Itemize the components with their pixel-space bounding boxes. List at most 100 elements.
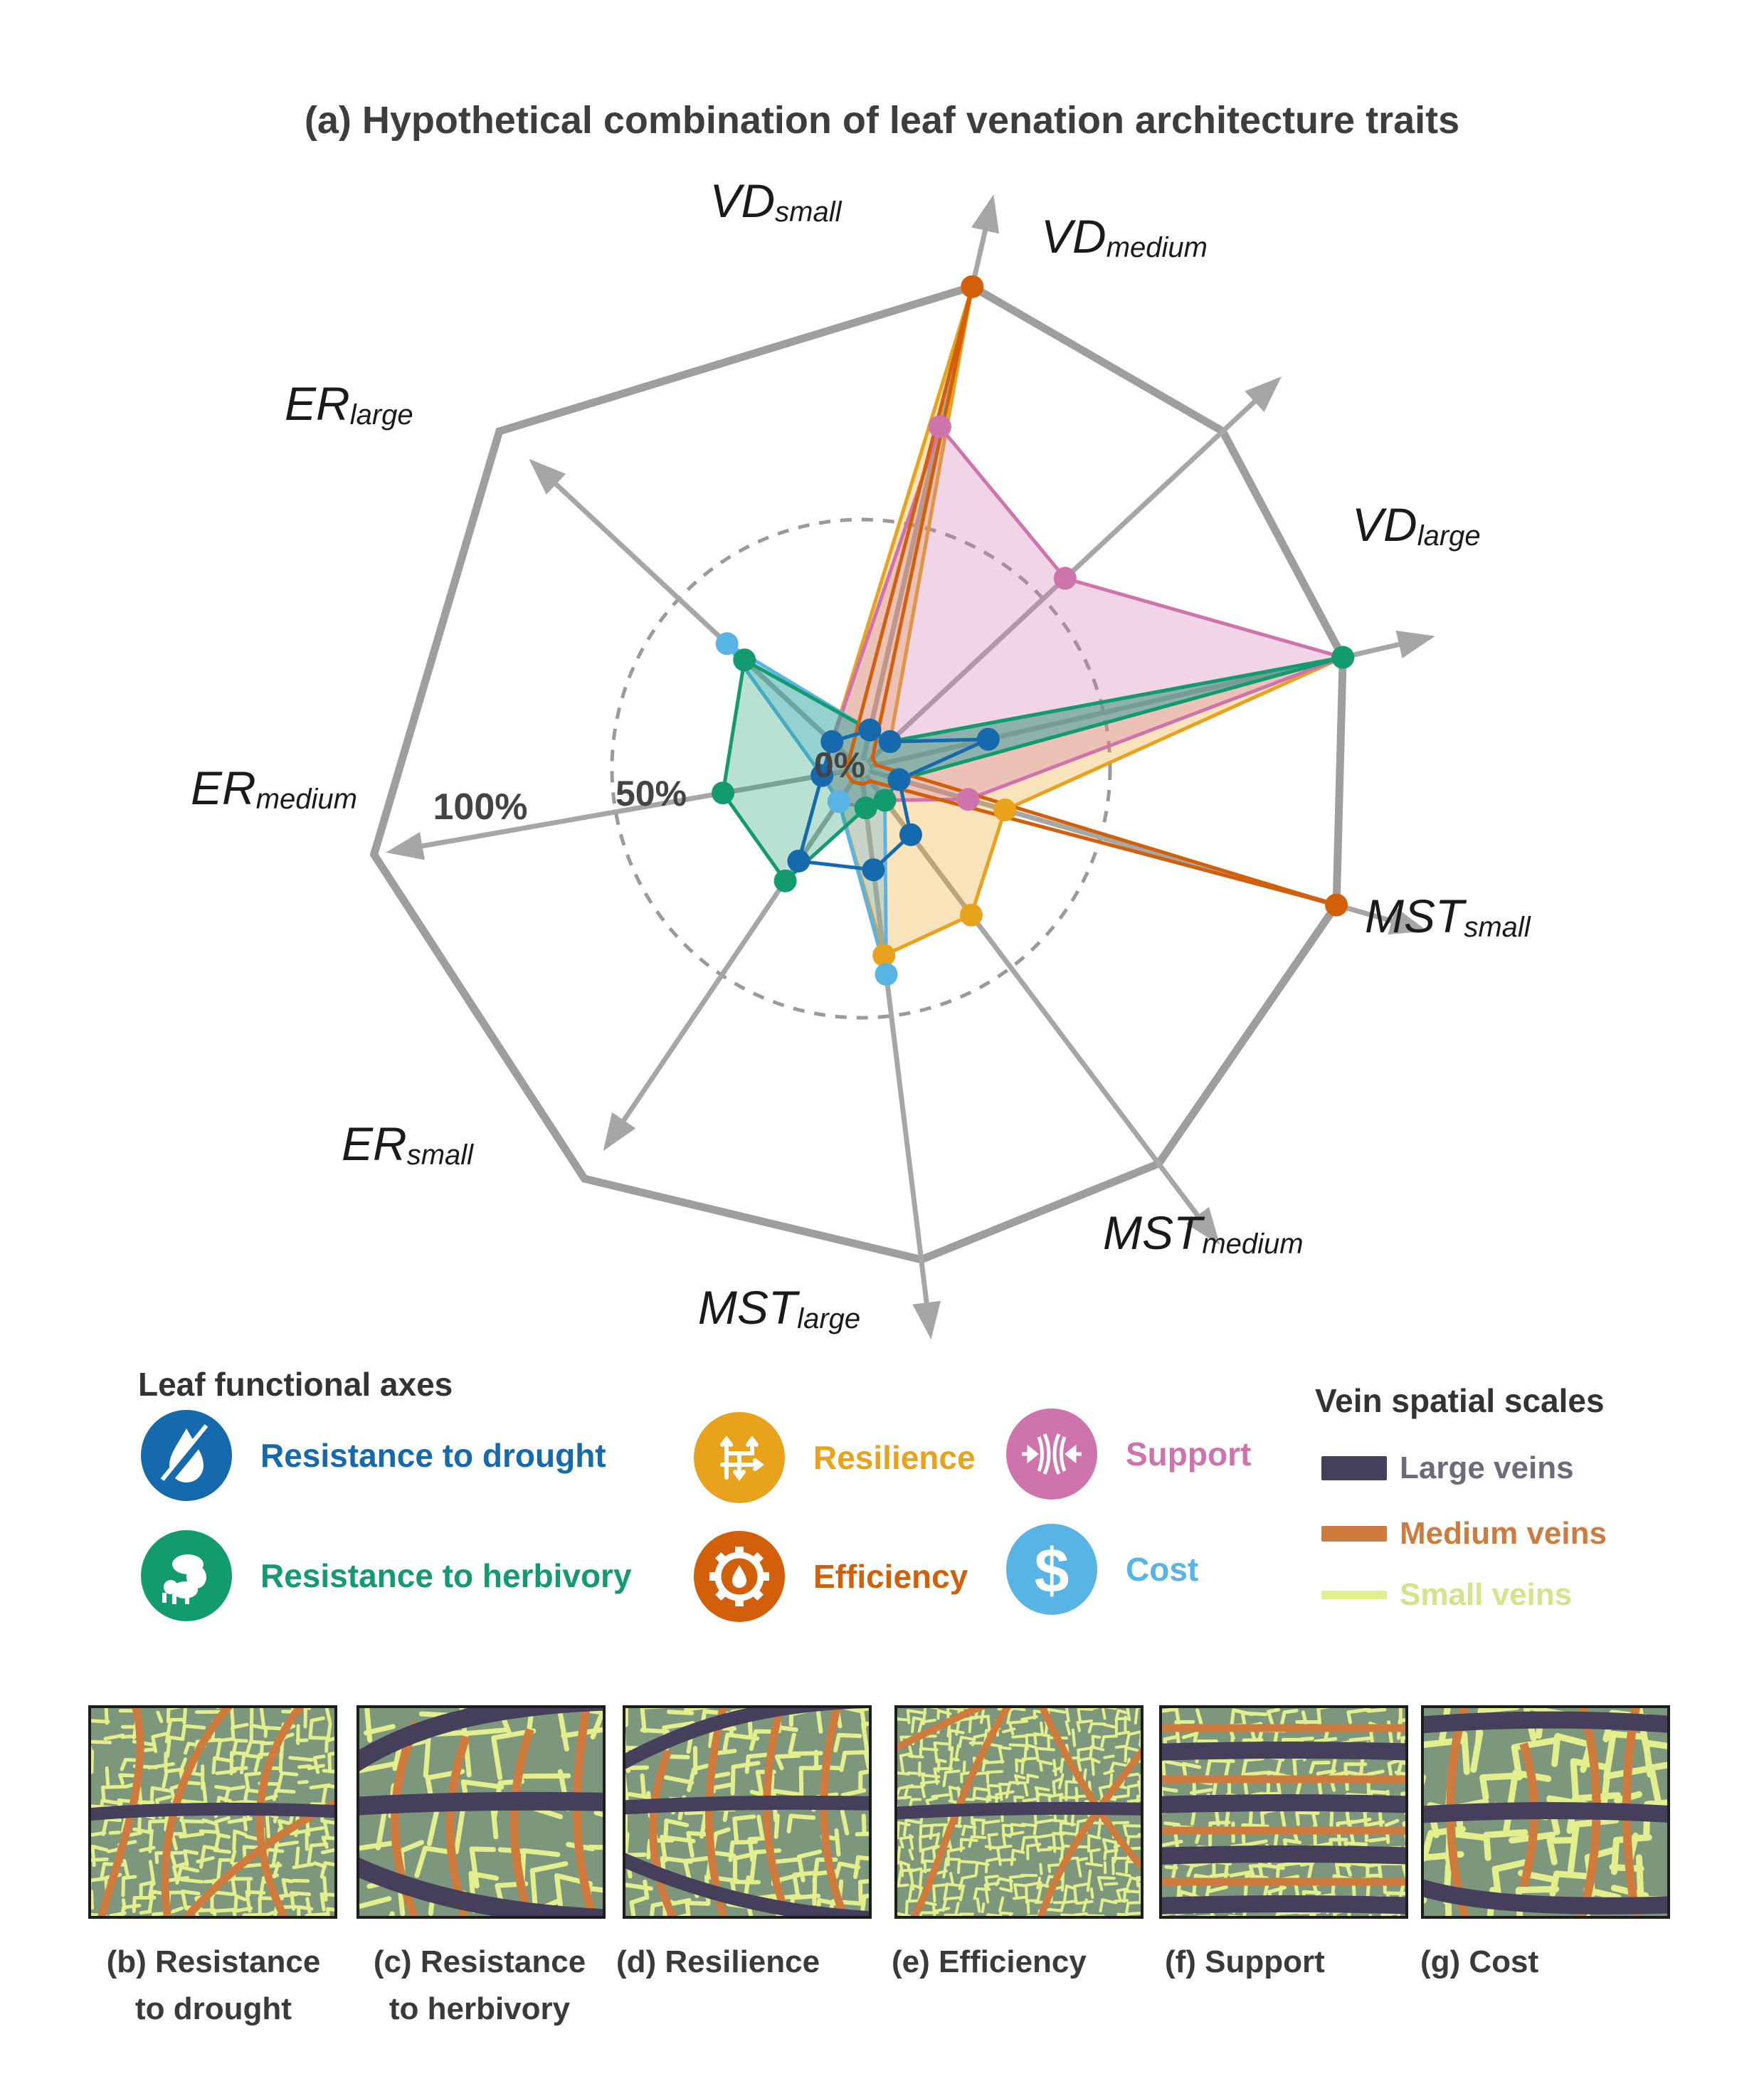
ring-label-2: 100%: [433, 786, 528, 828]
medium-vein: [910, 1708, 1011, 1916]
medium-vein: [820, 1708, 848, 1916]
venation-drawing-f: [1162, 1708, 1405, 1916]
axis-label-4: MSTmedium: [1103, 1206, 1304, 1260]
series-point-5-2: [976, 727, 1000, 751]
series-point-1-0: [928, 415, 951, 438]
resilience-icon: [694, 1412, 785, 1503]
legend-item-efficiency: Efficiency: [694, 1531, 968, 1622]
medium-vein: [1039, 1708, 1141, 1871]
functional-axes-heading: Leaf functional axes: [138, 1366, 453, 1403]
axis-arrow-6: [603, 1112, 636, 1152]
large-vein: [625, 1795, 869, 1815]
series-point-3-8: [733, 648, 756, 672]
support-icon: [1006, 1408, 1097, 1500]
herbivory-icon: [141, 1530, 232, 1621]
ring-label-1: 50%: [616, 774, 687, 813]
panel-resilience: [623, 1705, 872, 1919]
series-point-3-2: [1331, 646, 1355, 669]
axis-arrow-3: [1388, 907, 1427, 935]
large-vein: [625, 1853, 869, 1916]
series-point-0-5: [872, 944, 896, 967]
series-point-2-8: [715, 632, 739, 655]
large-vein: [1424, 1879, 1667, 1914]
drought-icon: [141, 1410, 232, 1501]
vein-scales-heading: Vein spatial scales: [1315, 1382, 1605, 1419]
caption-d-line1: (d) Resilience: [616, 1944, 820, 1979]
axis-label-6: ERsmall: [342, 1117, 474, 1171]
legend-label-efficiency: Efficiency: [813, 1558, 968, 1595]
axis-line-7: [391, 767, 853, 854]
series-point-3-6: [773, 869, 797, 892]
legend-label-support: Support: [1126, 1436, 1252, 1473]
axis-label-0: VDsmall: [709, 174, 842, 228]
series-point-5-1: [878, 730, 902, 754]
axis-label-1: VDmedium: [1041, 210, 1208, 263]
series-point-5-4: [899, 823, 922, 846]
caption-c-line1: (c) Resistance: [373, 1944, 586, 1979]
radar-series: [712, 275, 1355, 986]
large-vein: [359, 1708, 603, 1772]
axis-arrow-7: [386, 832, 425, 860]
caption-b-line1: (b) Resistance: [106, 1944, 321, 1979]
radar-labels: VDsmall VDmedium VDlarge MSTsmall MSTmedium M…: [191, 174, 1531, 1334]
series-point-3-5: [854, 796, 877, 820]
series-line-5: [796, 728, 991, 872]
caption-f-line1: (f) Support: [1165, 1944, 1325, 1979]
small-veins-swatch: [1321, 1591, 1387, 1599]
efficiency-icon: [694, 1531, 785, 1622]
venation-drawing-g: [1424, 1708, 1667, 1916]
caption-d: (d) Resilience: [616, 1939, 887, 1986]
series-point-4-0: [961, 275, 984, 298]
venation-drawing-e: [897, 1708, 1141, 1916]
cost-icon: $: [1006, 1524, 1097, 1615]
large-vein: [1162, 1845, 1405, 1865]
axis-arrow-2: [1395, 630, 1435, 658]
medium-vein: [763, 1708, 791, 1916]
axis-label-3: MSTsmall: [1365, 890, 1531, 943]
large-veins-swatch: [1321, 1456, 1387, 1480]
medium-vein: [897, 1708, 988, 1752]
radar-chart: VDsmall VDmedium VDlarge MSTsmall MSTmedium M…: [191, 174, 1531, 1339]
axis-arrow-1: [1245, 376, 1282, 413]
venation-drawing-b: [91, 1708, 334, 1916]
series-point-3-4: [873, 789, 897, 812]
medium-veins-swatch: [1321, 1526, 1387, 1542]
scale-label-medium-veins: Medium veins: [1400, 1516, 1607, 1551]
series-point-5-0: [858, 718, 882, 742]
large-vein: [625, 1708, 868, 1769]
large-vein: [91, 1802, 334, 1821]
panel-resistance-to-herbivory: [357, 1705, 606, 1919]
large-vein: [1424, 1802, 1667, 1823]
series-point-1-3: [956, 788, 980, 811]
scale-item-small-veins: Small veins: [1321, 1577, 1572, 1613]
series-point-5-8: [820, 730, 844, 754]
series-point-0-4: [959, 903, 983, 927]
large-vein: [1162, 1895, 1405, 1914]
caption-c: (c) Resistance to herbivory: [352, 1939, 608, 2033]
legend-item-support: Support: [1006, 1408, 1251, 1500]
caption-f: (f) Support: [1165, 1939, 1435, 1986]
large-vein: [359, 1858, 603, 1916]
large-vein: [1424, 1711, 1667, 1734]
axis-line-4: [864, 774, 1219, 1242]
page-title: (a) Hypothetical combination of leaf ven…: [304, 99, 1460, 142]
large-vein: [1162, 1742, 1405, 1761]
caption-b-line2: to drought: [135, 1991, 292, 2026]
ring-50: [610, 517, 1112, 1020]
series-point-5-6: [787, 849, 810, 873]
axis-label-2: VDlarge: [1352, 498, 1481, 552]
caption-b: (b) Resistance to drought: [85, 1939, 342, 2033]
legend-label-resistance-to-drought: Resistance to drought: [260, 1437, 606, 1474]
large-vein: [1162, 1794, 1405, 1813]
legend-label-resistance-to-herbivory: Resistance to herbivory: [260, 1557, 632, 1594]
series-point-1-1: [1053, 567, 1077, 590]
scale-item-large-veins: Large veins: [1321, 1450, 1574, 1486]
scale-label-large-veins: Large veins: [1400, 1450, 1574, 1485]
series-point-4-3: [1325, 893, 1348, 917]
legend-item-resilience: Resilience: [694, 1412, 976, 1503]
legend-label-resilience: Resilience: [813, 1439, 976, 1476]
medium-vein: [509, 1728, 534, 1916]
caption-c-line2: to herbivory: [389, 1991, 571, 2026]
series-point-3-7: [712, 781, 735, 805]
legend-label-cost: Cost: [1126, 1551, 1199, 1588]
